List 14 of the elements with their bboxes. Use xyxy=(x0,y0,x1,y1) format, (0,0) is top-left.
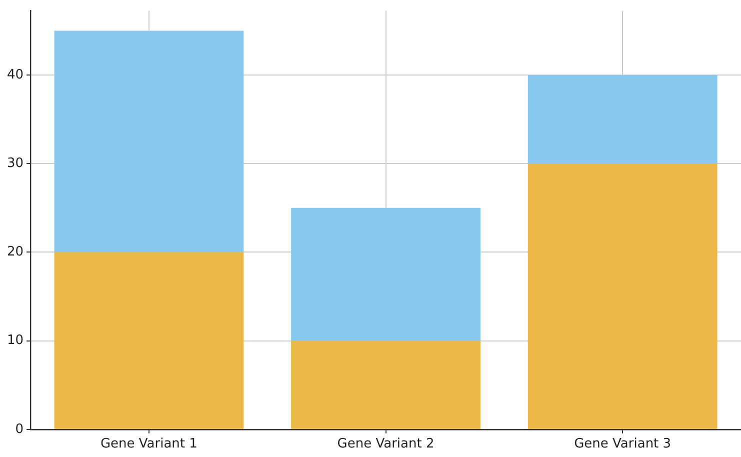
x-tick-label: Gene Variant 3 xyxy=(574,436,672,452)
y-tick-label: 20 xyxy=(6,244,24,260)
y-tick-label: 40 xyxy=(6,67,24,82)
bar xyxy=(291,340,480,429)
bar xyxy=(54,30,244,252)
x-tick-label: Gene Variant 1 xyxy=(100,436,198,452)
y-tick-label: 30 xyxy=(6,156,24,171)
bar xyxy=(528,164,718,429)
y-tick-label: 0 xyxy=(15,422,24,437)
bar xyxy=(291,208,480,341)
bar xyxy=(528,75,718,164)
x-tick-label: Gene Variant 2 xyxy=(337,436,434,452)
bar xyxy=(54,252,244,429)
y-tick-label: 10 xyxy=(6,333,24,348)
